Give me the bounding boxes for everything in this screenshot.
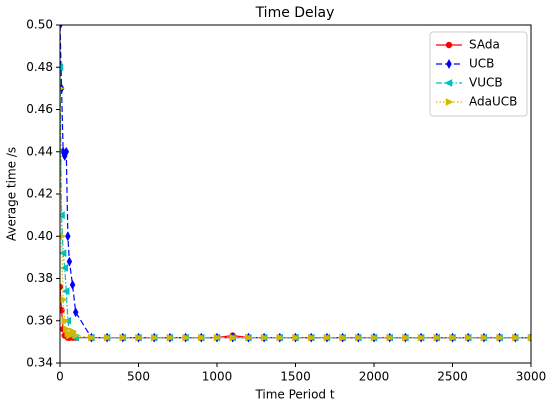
data-point xyxy=(276,333,285,342)
data-point xyxy=(449,333,458,342)
data-point xyxy=(402,333,410,342)
y-tick-label: 0.44 xyxy=(26,144,53,158)
data-point xyxy=(60,306,65,314)
data-point xyxy=(61,316,70,325)
data-point xyxy=(245,333,253,342)
data-point xyxy=(323,333,332,342)
data-point xyxy=(512,333,520,342)
data-point xyxy=(60,63,64,72)
data-point xyxy=(65,231,71,242)
data-point xyxy=(182,333,191,342)
y-tick-label: 0.50 xyxy=(26,18,53,32)
data-point xyxy=(480,333,489,342)
x-axis-label: Time Period t xyxy=(254,388,334,402)
data-point xyxy=(339,333,348,342)
data-point xyxy=(386,333,395,342)
data-point xyxy=(464,333,473,342)
y-tick-label: 0.34 xyxy=(26,356,53,370)
y-tick-label: 0.42 xyxy=(26,187,53,201)
x-tick-label: 500 xyxy=(127,370,150,384)
legend-marker xyxy=(445,98,454,106)
data-point xyxy=(433,333,442,342)
data-point xyxy=(69,279,76,290)
data-point xyxy=(527,333,531,342)
y-tick-label: 0.40 xyxy=(26,229,53,243)
data-point xyxy=(229,333,238,342)
data-point xyxy=(135,333,144,342)
series-line xyxy=(60,88,531,339)
data-point xyxy=(72,331,81,340)
data-point xyxy=(417,333,426,342)
legend-box xyxy=(429,31,528,117)
legend-marker xyxy=(446,58,452,70)
data-point xyxy=(166,333,175,342)
y-tick-label: 0.38 xyxy=(26,271,53,285)
plot-area xyxy=(60,25,531,343)
series-line xyxy=(60,286,531,339)
x-tick-label: 2500 xyxy=(437,370,468,384)
legend-label: VUCB xyxy=(469,76,503,90)
y-tick-label: 0.46 xyxy=(26,102,53,116)
legend-marker xyxy=(445,41,453,49)
y-tick-label: 0.48 xyxy=(26,60,53,74)
chart-title: Time Delay xyxy=(255,5,335,21)
plot-frame xyxy=(59,24,532,364)
data-point xyxy=(355,333,363,342)
data-point xyxy=(119,333,128,342)
x-tick-label: 1000 xyxy=(202,370,233,384)
legend-label: AdaUCB xyxy=(469,95,517,109)
data-point xyxy=(496,333,505,342)
data-point xyxy=(213,333,222,342)
x-tick-label: 2000 xyxy=(359,370,390,384)
data-point xyxy=(61,287,70,296)
data-point xyxy=(60,249,67,258)
x-tick-label: 1500 xyxy=(280,370,311,384)
data-point xyxy=(103,333,112,342)
data-point xyxy=(150,333,159,342)
legend-label: SAda xyxy=(469,38,500,52)
data-point xyxy=(60,233,67,240)
data-point xyxy=(60,211,65,220)
data-point xyxy=(292,333,301,342)
data-point xyxy=(66,256,73,267)
data-point xyxy=(260,333,269,342)
y-axis-label: Average time /s xyxy=(5,147,19,241)
data-point xyxy=(307,333,316,342)
legend-marker xyxy=(444,79,453,87)
y-tick-label: 0.36 xyxy=(26,313,53,327)
x-tick-label: 3000 xyxy=(516,370,547,384)
data-point xyxy=(60,264,68,272)
data-point xyxy=(370,333,379,342)
legend-label: UCB xyxy=(469,57,494,71)
data-point xyxy=(60,25,63,31)
data-point xyxy=(198,333,206,342)
data-point xyxy=(88,333,96,342)
x-tick-label: 0 xyxy=(56,370,64,384)
data-point xyxy=(63,146,70,157)
data-point xyxy=(72,307,79,318)
